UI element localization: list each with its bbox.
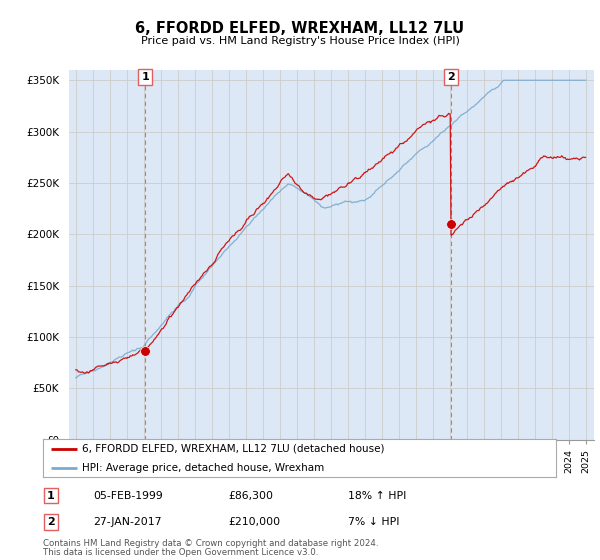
- Text: 2: 2: [47, 517, 55, 527]
- Text: HPI: Average price, detached house, Wrexham: HPI: Average price, detached house, Wrex…: [82, 463, 324, 473]
- Text: £86,300: £86,300: [228, 491, 273, 501]
- Text: 18% ↑ HPI: 18% ↑ HPI: [348, 491, 406, 501]
- Text: Price paid vs. HM Land Registry's House Price Index (HPI): Price paid vs. HM Land Registry's House …: [140, 36, 460, 46]
- Text: £210,000: £210,000: [228, 517, 280, 527]
- Text: 6, FFORDD ELFED, WREXHAM, LL12 7LU: 6, FFORDD ELFED, WREXHAM, LL12 7LU: [136, 21, 464, 36]
- Text: 1: 1: [142, 72, 149, 82]
- Text: This data is licensed under the Open Government Licence v3.0.: This data is licensed under the Open Gov…: [43, 548, 319, 557]
- Text: 05-FEB-1999: 05-FEB-1999: [93, 491, 163, 501]
- Text: Contains HM Land Registry data © Crown copyright and database right 2024.: Contains HM Land Registry data © Crown c…: [43, 539, 379, 548]
- Text: 2: 2: [447, 72, 455, 82]
- Text: 7% ↓ HPI: 7% ↓ HPI: [348, 517, 400, 527]
- Text: 27-JAN-2017: 27-JAN-2017: [93, 517, 161, 527]
- Text: 6, FFORDD ELFED, WREXHAM, LL12 7LU (detached house): 6, FFORDD ELFED, WREXHAM, LL12 7LU (deta…: [82, 444, 384, 454]
- Text: 1: 1: [47, 491, 55, 501]
